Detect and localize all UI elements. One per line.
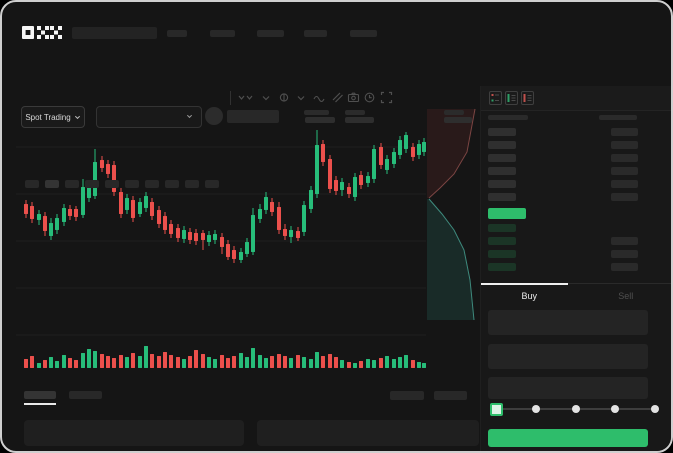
toolbar-interval-button[interactable] bbox=[125, 180, 139, 188]
orderbook-price-cell[interactable] bbox=[488, 167, 516, 175]
open-orders-panel bbox=[24, 420, 244, 446]
orderbook-bids-icon[interactable] bbox=[505, 91, 518, 105]
buy-submit-button[interactable] bbox=[488, 429, 648, 447]
tab-buy[interactable]: Buy bbox=[481, 284, 578, 308]
toolbar-interval-button[interactable] bbox=[145, 180, 159, 188]
slider-stop-dot[interactable] bbox=[531, 405, 540, 413]
orderbook-amount-cell[interactable] bbox=[611, 263, 638, 271]
orderbook-price-cell[interactable] bbox=[488, 263, 516, 271]
okx-logo[interactable] bbox=[22, 26, 62, 39]
orderbook-price-cell[interactable] bbox=[488, 224, 516, 232]
chevron-down-icon[interactable] bbox=[260, 92, 272, 104]
chevron-down-icon[interactable] bbox=[295, 92, 307, 104]
market-row: Spot Trading bbox=[2, 50, 671, 128]
orderbook-amount-cell[interactable] bbox=[611, 128, 638, 136]
nav-item[interactable] bbox=[350, 30, 377, 37]
orderbook-price-cell[interactable] bbox=[488, 180, 516, 188]
coin-avatar bbox=[205, 107, 223, 125]
amount-input[interactable] bbox=[488, 344, 648, 369]
orderbook-price-cell[interactable] bbox=[488, 250, 516, 258]
bottom-tab-underline bbox=[24, 403, 56, 405]
nav-item[interactable] bbox=[167, 30, 187, 37]
trade-tabs: Buy Sell bbox=[481, 283, 672, 308]
orderbook-view-toggles bbox=[481, 86, 671, 111]
bottom-section bbox=[2, 382, 480, 451]
nav-item[interactable] bbox=[304, 30, 327, 37]
price-input[interactable] bbox=[488, 310, 648, 335]
orderbook-amount-cell[interactable] bbox=[611, 154, 638, 162]
toolbar-interval-button[interactable] bbox=[45, 180, 59, 188]
top-nav bbox=[2, 2, 671, 50]
orderbook-asks-icon[interactable] bbox=[521, 91, 534, 105]
pair-name-placeholder bbox=[227, 110, 279, 123]
logo-adjacent-placeholder bbox=[72, 27, 157, 39]
order-history-panel bbox=[257, 420, 479, 446]
orderbook-amount-cell[interactable] bbox=[611, 180, 638, 188]
total-input[interactable] bbox=[488, 377, 648, 399]
stat-last-price bbox=[304, 110, 336, 124]
toolbar-interval-button[interactable] bbox=[85, 180, 99, 188]
order-book-panel: Buy Sell bbox=[480, 86, 672, 451]
toolbar-interval-button[interactable] bbox=[205, 180, 219, 188]
sell-tab-label: Sell bbox=[618, 291, 634, 301]
orderbook-amount-cell[interactable] bbox=[611, 167, 638, 175]
stat-24h-high bbox=[444, 110, 474, 124]
line-style-icon[interactable] bbox=[313, 92, 327, 104]
tab-sell[interactable]: Sell bbox=[578, 284, 672, 308]
slider-handle[interactable] bbox=[490, 403, 503, 416]
chevron-down-icon bbox=[186, 114, 193, 119]
toolbar-interval-button[interactable] bbox=[185, 180, 199, 188]
orderbook-price-cell[interactable] bbox=[488, 141, 516, 149]
chart-toolbar bbox=[2, 88, 480, 188]
orderbook-amount-cell[interactable] bbox=[611, 193, 638, 201]
nav-item[interactable] bbox=[210, 30, 235, 37]
toolbar-divider bbox=[230, 91, 231, 105]
bottom-tab[interactable] bbox=[69, 391, 102, 399]
orderbook-price-cell[interactable] bbox=[488, 237, 516, 245]
chevron-down-icon bbox=[74, 115, 80, 119]
buy-tab-label: Buy bbox=[521, 291, 537, 301]
orderbook-amount-cell[interactable] bbox=[611, 250, 638, 258]
clock-icon[interactable] bbox=[363, 91, 376, 104]
orderbook-both-icon[interactable] bbox=[489, 91, 502, 105]
fullscreen-icon[interactable] bbox=[380, 91, 393, 104]
stat-24h-change bbox=[345, 110, 375, 124]
slider-stop-dot[interactable] bbox=[611, 405, 620, 413]
slider-stop-dot[interactable] bbox=[651, 405, 659, 413]
camera-icon[interactable] bbox=[347, 91, 360, 104]
orderbook-price-cell[interactable] bbox=[488, 128, 516, 136]
orderbook-col-header-price bbox=[488, 115, 528, 120]
market-type-dropdown[interactable]: Spot Trading bbox=[21, 106, 85, 128]
slider-stop-dot[interactable] bbox=[571, 405, 580, 413]
orderbook-price-cell[interactable] bbox=[488, 193, 516, 201]
toolbar-interval-button[interactable] bbox=[165, 180, 179, 188]
toolbar-interval-button[interactable] bbox=[65, 180, 79, 188]
pair-selector-dropdown[interactable] bbox=[96, 106, 202, 128]
bottom-action-placeholder[interactable] bbox=[390, 391, 424, 400]
orderbook-amount-cell[interactable] bbox=[611, 237, 638, 245]
orderbook-col-header-amount bbox=[599, 115, 637, 120]
draw-tool-icon[interactable] bbox=[330, 90, 344, 104]
active-tab-underline bbox=[481, 283, 568, 285]
indicator-icon[interactable] bbox=[278, 91, 291, 104]
bottom-action-placeholder[interactable] bbox=[434, 391, 467, 400]
market-type-label: Spot Trading bbox=[25, 112, 71, 122]
toolbar-interval-button[interactable] bbox=[25, 180, 39, 188]
orderbook-amount-cell[interactable] bbox=[611, 141, 638, 149]
orderbook-last-price-bar[interactable] bbox=[488, 208, 526, 219]
orderbook-price-cell[interactable] bbox=[488, 154, 516, 162]
interval-chevrons-icon[interactable] bbox=[238, 92, 254, 104]
bottom-tab-active[interactable] bbox=[24, 391, 56, 399]
toolbar-interval-button[interactable] bbox=[105, 180, 119, 188]
nav-item[interactable] bbox=[257, 30, 284, 37]
